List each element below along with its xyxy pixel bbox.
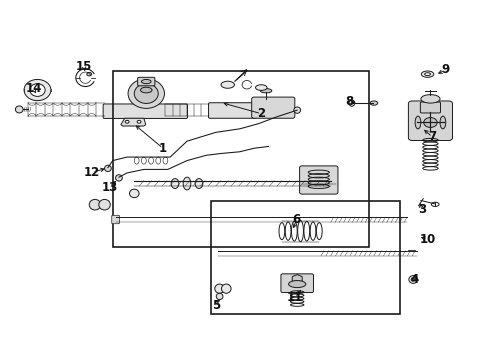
Ellipse shape — [115, 175, 122, 181]
Ellipse shape — [137, 120, 141, 123]
Bar — [210, 201, 399, 314]
Ellipse shape — [369, 101, 377, 105]
Ellipse shape — [255, 85, 266, 90]
Ellipse shape — [293, 107, 300, 113]
Ellipse shape — [30, 84, 45, 96]
Ellipse shape — [439, 116, 445, 129]
Text: 10: 10 — [419, 233, 435, 246]
Ellipse shape — [89, 199, 101, 210]
Text: 4: 4 — [409, 273, 418, 286]
Bar — [112, 71, 368, 247]
Ellipse shape — [410, 278, 414, 281]
FancyBboxPatch shape — [103, 104, 187, 118]
Ellipse shape — [24, 80, 51, 100]
Text: 2: 2 — [257, 107, 265, 120]
Ellipse shape — [216, 293, 223, 300]
Polygon shape — [121, 118, 145, 126]
Ellipse shape — [221, 284, 231, 293]
Ellipse shape — [423, 118, 436, 127]
Ellipse shape — [171, 179, 179, 189]
FancyBboxPatch shape — [407, 101, 451, 140]
Ellipse shape — [141, 80, 151, 84]
Ellipse shape — [424, 73, 429, 76]
Ellipse shape — [414, 116, 420, 129]
Text: 5: 5 — [211, 299, 220, 312]
Ellipse shape — [129, 189, 139, 198]
Polygon shape — [292, 275, 302, 283]
Text: 15: 15 — [76, 60, 92, 73]
Text: 13: 13 — [101, 181, 117, 194]
Ellipse shape — [16, 106, 23, 113]
Text: 9: 9 — [441, 63, 449, 76]
FancyBboxPatch shape — [251, 97, 294, 118]
Ellipse shape — [420, 95, 439, 103]
FancyBboxPatch shape — [299, 166, 337, 194]
Text: 12: 12 — [84, 166, 100, 179]
Text: 7: 7 — [427, 130, 435, 143]
Text: 6: 6 — [291, 213, 300, 226]
FancyBboxPatch shape — [420, 102, 440, 113]
Ellipse shape — [214, 284, 224, 293]
FancyBboxPatch shape — [280, 274, 313, 293]
Text: 8: 8 — [344, 95, 352, 108]
Ellipse shape — [408, 276, 417, 283]
Ellipse shape — [195, 179, 203, 189]
Ellipse shape — [87, 72, 91, 76]
Text: 11: 11 — [286, 291, 303, 304]
Ellipse shape — [104, 165, 111, 171]
Ellipse shape — [183, 177, 190, 190]
FancyBboxPatch shape — [112, 215, 119, 224]
Ellipse shape — [421, 71, 433, 77]
FancyBboxPatch shape — [137, 77, 155, 86]
Ellipse shape — [348, 100, 354, 106]
FancyBboxPatch shape — [208, 103, 256, 118]
Text: 14: 14 — [25, 82, 42, 95]
Ellipse shape — [125, 120, 129, 123]
Ellipse shape — [221, 81, 234, 88]
Ellipse shape — [134, 84, 158, 103]
Text: 3: 3 — [417, 203, 425, 216]
Text: 1: 1 — [159, 142, 167, 155]
Ellipse shape — [140, 87, 152, 93]
Ellipse shape — [99, 199, 110, 210]
Ellipse shape — [128, 79, 164, 108]
Ellipse shape — [260, 89, 271, 93]
Ellipse shape — [288, 280, 305, 288]
